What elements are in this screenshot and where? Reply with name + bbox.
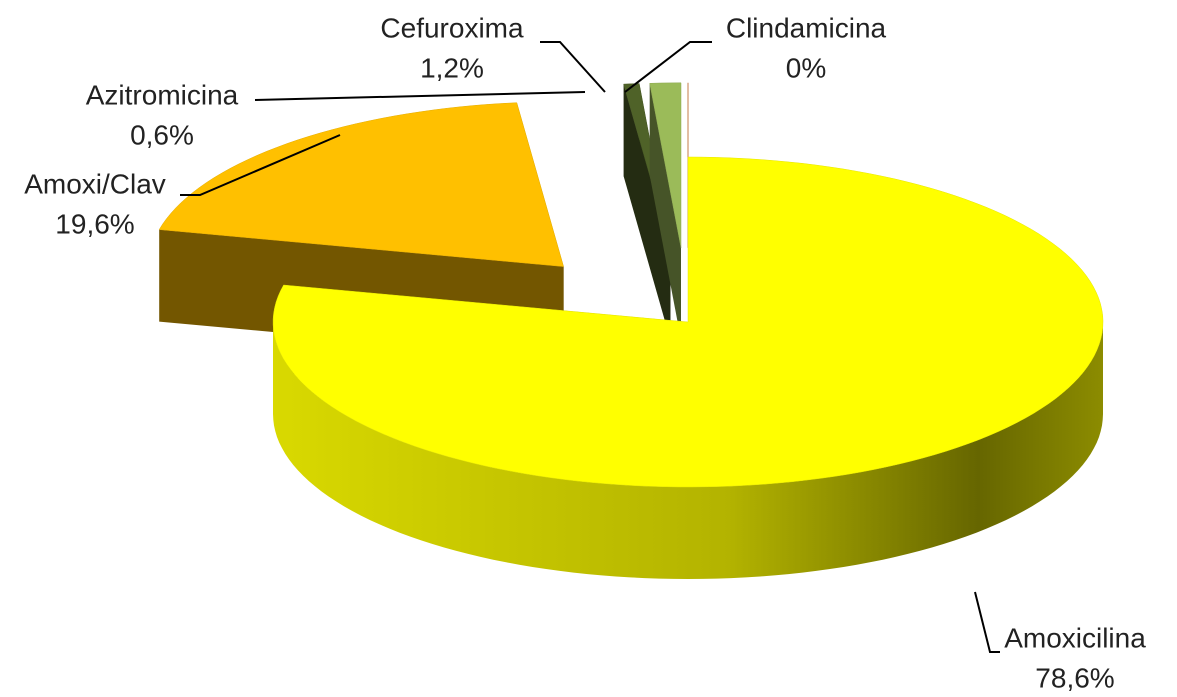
slice-label: Clindamicina [726, 12, 887, 43]
slice-label: Amoxi/Clav [24, 168, 166, 199]
slice-side [649, 83, 681, 340]
leader-line [974, 591, 1000, 653]
slice [649, 82, 682, 248]
slice [158, 102, 564, 267]
leader-line [254, 91, 586, 101]
slice-value-label: 0% [786, 52, 826, 83]
slice-value-label: 1,2% [420, 52, 484, 83]
slice-value-label: 78,6% [1035, 662, 1114, 693]
slice [272, 156, 1104, 488]
slice-value-label: 19,6% [55, 208, 134, 239]
slice-value-label: 0,6% [130, 119, 194, 150]
slice-side [273, 322, 1103, 579]
leader-line [180, 134, 341, 196]
leader-line [540, 41, 606, 93]
slice-label: Amoxicilina [1004, 622, 1146, 653]
leader-line [624, 41, 712, 93]
slice-label: Azitromicina [86, 79, 239, 110]
slice-label: Cefuroxima [380, 12, 524, 43]
